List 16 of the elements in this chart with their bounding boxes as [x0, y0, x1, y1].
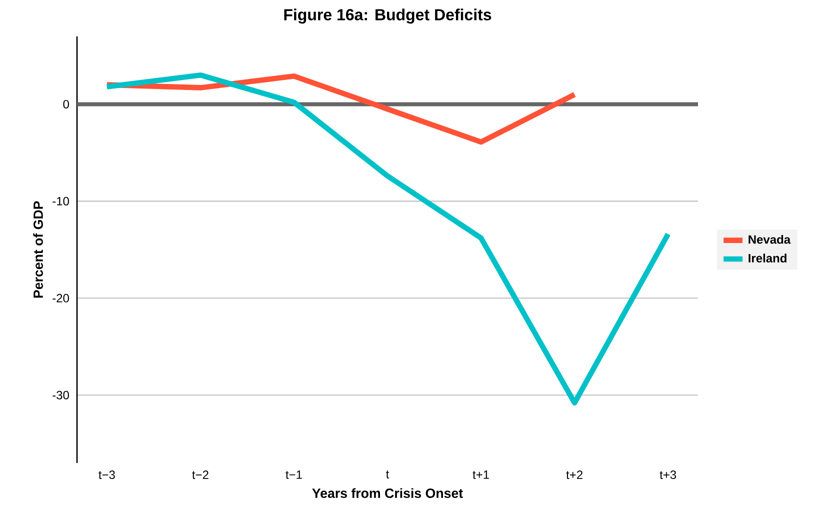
chart-title: Figure 16a: Budget Deficits [284, 8, 492, 24]
x-axis-title: Years from Crisis Onset [312, 488, 463, 498]
legend-label: Ireland [748, 254, 786, 262]
y-tick-label: -30 [52, 390, 69, 400]
y-tick-label: 0 [63, 100, 69, 108]
x-tick-label: t+1 [472, 470, 489, 479]
y-axis-title: Percent of GDP [33, 201, 43, 298]
y-tick-label: -20 [52, 294, 69, 302]
legend-label: Nevada [748, 234, 791, 244]
x-tick-label: t−1 [286, 470, 302, 479]
x-tick-label: t+3 [660, 470, 676, 480]
y-tick-label: -10 [52, 196, 69, 206]
x-tick-label: t−2 [192, 470, 208, 480]
x-tick-label: t−3 [98, 470, 115, 480]
x-tick-label: t [386, 470, 390, 478]
x-tick-label: t+2 [566, 470, 582, 480]
